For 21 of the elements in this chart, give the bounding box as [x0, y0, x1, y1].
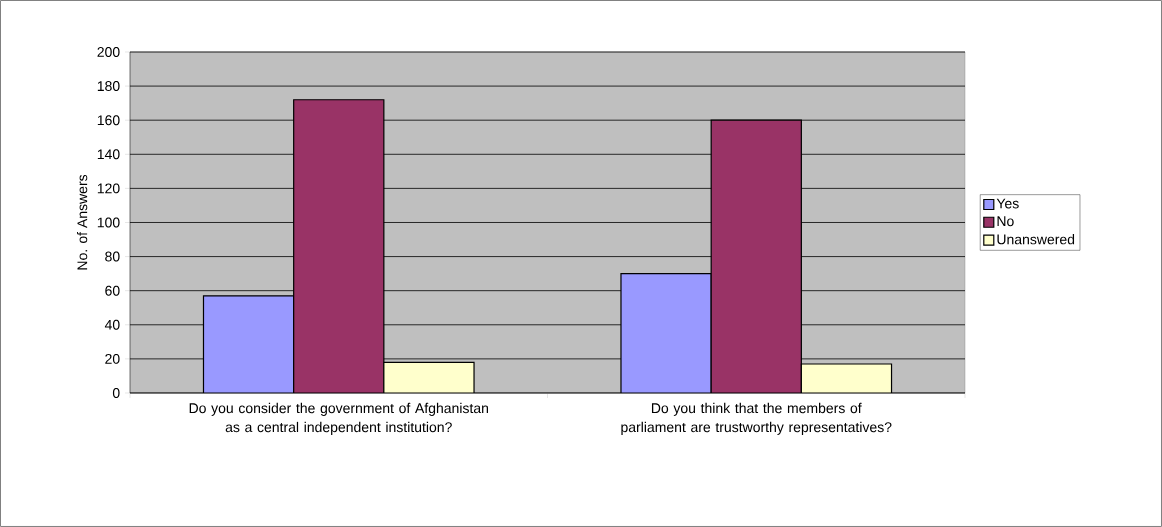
y-tick-label: 60 — [105, 285, 120, 296]
x-tick-label: Do you think that the members of parliament are trustworthy representatives? — [621, 402, 892, 435]
y-tick-label: 200 — [97, 47, 120, 57]
y-tick-label: 160 — [97, 115, 120, 126]
legend-label: Yes — [996, 198, 1019, 209]
y-tick-label: 0 — [112, 388, 120, 398]
bar — [800, 363, 893, 393]
x-tick-label: Do you consider the government of Afghanistan as a central independent institution? — [189, 402, 488, 435]
legend-label: No — [997, 216, 1014, 227]
y-tick-label: 100 — [97, 217, 120, 228]
y-axis-title: No. of Answers — [76, 174, 88, 270]
y-tick-label: 80 — [105, 251, 120, 262]
bar — [620, 273, 712, 393]
legend-label: Unanswered — [997, 234, 1075, 245]
y-tick-label: 120 — [97, 183, 120, 194]
bar — [202, 295, 295, 393]
y-tick-label: 140 — [97, 149, 120, 160]
bar — [383, 361, 475, 393]
y-tick-label: 40 — [104, 319, 120, 330]
y-tick-label: 20 — [105, 353, 120, 364]
y-tick-label: 180 — [97, 81, 120, 92]
